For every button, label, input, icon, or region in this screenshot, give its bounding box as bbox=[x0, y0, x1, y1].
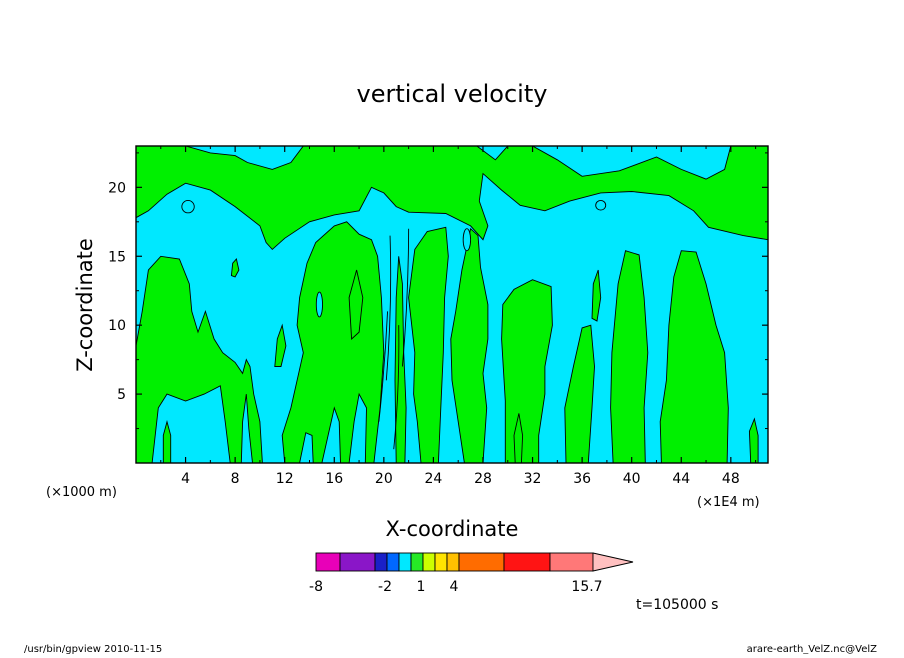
colorbar-segment bbox=[339, 552, 376, 572]
colorbar-segment bbox=[458, 552, 505, 572]
positive-velocity-region bbox=[564, 324, 595, 464]
colorbar-segment bbox=[446, 552, 460, 572]
contour-line bbox=[385, 235, 392, 381]
x-tick-label: 28 bbox=[474, 471, 492, 487]
chart-title: vertical velocity bbox=[357, 80, 548, 108]
positive-velocity-region bbox=[274, 323, 287, 367]
colorbar-segment bbox=[315, 552, 341, 572]
positive-velocity-region bbox=[135, 145, 769, 251]
x-tick-label: 24 bbox=[424, 471, 442, 487]
colorbar-tick-label: -2 bbox=[378, 579, 392, 595]
y-tick-label: 10 bbox=[108, 318, 126, 334]
contour-line bbox=[378, 311, 389, 422]
negative-velocity-pocket bbox=[595, 200, 607, 211]
colorbar-labels: -8 -2 1 4 15.7 bbox=[309, 579, 603, 595]
x-unit-note-left: (×1000 m) bbox=[46, 485, 117, 500]
positive-velocity-region bbox=[230, 258, 240, 278]
x-tick-label: 12 bbox=[276, 471, 294, 487]
x-tick-label: 44 bbox=[672, 471, 690, 487]
contour-line bbox=[393, 325, 400, 450]
colorbar-segment bbox=[503, 552, 551, 572]
time-label: t=105000 s bbox=[636, 597, 718, 613]
x-axis: 4 8 12 16 20 24 28 32 36 40 44 48 bbox=[160, 146, 757, 487]
y-tick-label: 15 bbox=[108, 249, 126, 265]
negative-velocity-pocket bbox=[462, 228, 472, 252]
positive-velocity-region bbox=[501, 279, 553, 464]
colorbar-segment bbox=[374, 552, 388, 572]
colorbar-tip bbox=[592, 552, 634, 572]
colorbar-segment bbox=[386, 552, 400, 572]
colorbar-tick-label: -8 bbox=[309, 579, 323, 595]
contour-line bbox=[401, 228, 410, 367]
x-tick-label: 4 bbox=[181, 471, 190, 487]
positive-velocity-region bbox=[659, 250, 729, 464]
negative-velocity-pocket bbox=[181, 199, 195, 214]
plot-area bbox=[135, 145, 769, 464]
colorbar-tick-label: 4 bbox=[450, 579, 459, 595]
y-axis: 5 10 15 20 bbox=[108, 152, 768, 430]
colorbar-segment bbox=[549, 552, 594, 572]
colorbar-segment bbox=[410, 552, 424, 572]
colorbar-segment bbox=[398, 552, 412, 572]
x-unit-note-right: (×1E4 m) bbox=[697, 495, 760, 510]
positive-velocity-region bbox=[610, 250, 649, 464]
contour-fill-positive bbox=[135, 145, 769, 464]
y-tick-label: 5 bbox=[117, 387, 126, 403]
x-tick-label: 20 bbox=[375, 471, 393, 487]
x-tick-label: 32 bbox=[524, 471, 542, 487]
x-tick-label: 48 bbox=[722, 471, 740, 487]
colorbar-tick-label: 1 bbox=[417, 579, 426, 595]
colorbar bbox=[315, 552, 634, 572]
x-tick-label: 8 bbox=[231, 471, 240, 487]
positive-velocity-region bbox=[591, 269, 602, 322]
plot-frame bbox=[135, 145, 769, 464]
y-axis-label: Z-coordinate bbox=[73, 238, 97, 372]
footer-left: /usr/bin/gpview 2010-11-15 bbox=[24, 644, 162, 654]
x-tick-label: 16 bbox=[325, 471, 343, 487]
x-tick-label: 36 bbox=[573, 471, 591, 487]
positive-velocity-region bbox=[135, 255, 263, 464]
colorbar-tick-label: 15.7 bbox=[571, 579, 602, 595]
x-tick-label: 40 bbox=[623, 471, 641, 487]
y-tick-label: 20 bbox=[108, 180, 126, 196]
positive-velocity-region bbox=[394, 256, 407, 464]
positive-velocity-region bbox=[408, 226, 449, 464]
colorbar-segment bbox=[434, 552, 448, 572]
x-axis-label: X-coordinate bbox=[386, 517, 519, 541]
positive-velocity-region bbox=[450, 227, 489, 464]
colorbar-segment bbox=[422, 552, 436, 572]
footer-right: arare-earth_VelZ.nc@VelZ bbox=[747, 644, 878, 654]
positive-velocity-region bbox=[348, 269, 364, 340]
negative-velocity-pocket bbox=[315, 291, 323, 318]
